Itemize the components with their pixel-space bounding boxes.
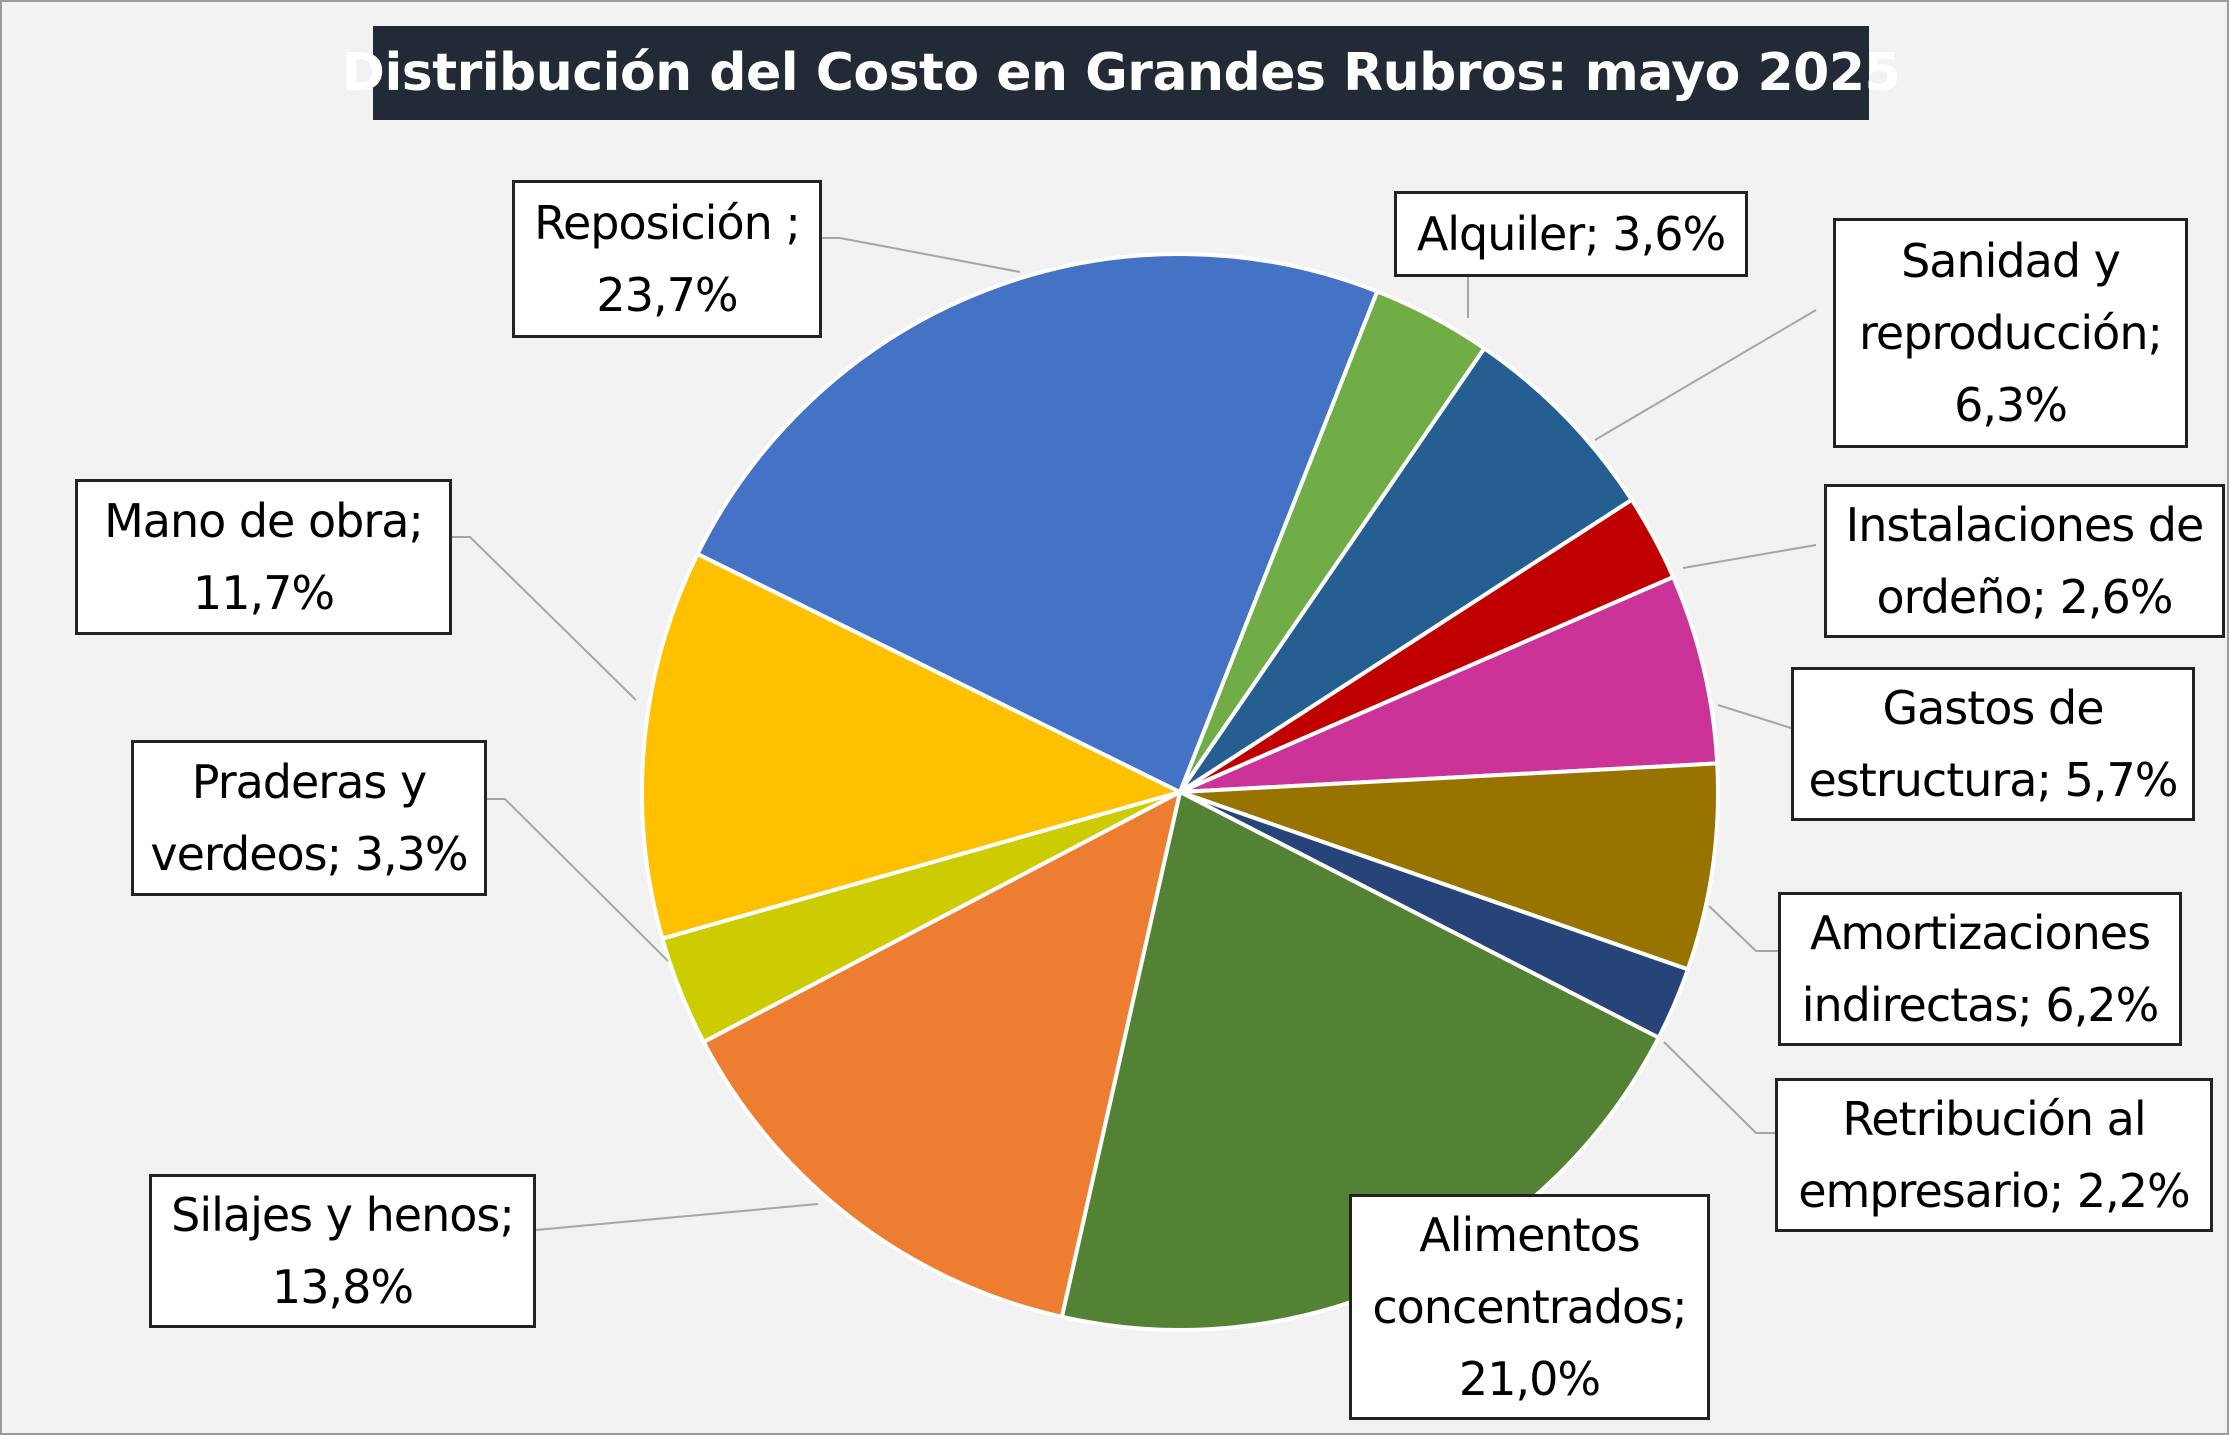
pie-slice-silajes bbox=[701, 790, 1182, 1319]
data-label-mano: Mano de obra; 11,7% bbox=[75, 479, 452, 635]
data-label-gastos: Gastos de estructura; 5,7% bbox=[1791, 667, 2195, 821]
data-label-silajes: Silajes y henos; 13,8% bbox=[149, 1174, 536, 1328]
leader-line-silajes bbox=[535, 1203, 819, 1231]
data-label-reposicion: Reposición ; 23,7% bbox=[512, 180, 822, 338]
pie-slice-amortizaciones bbox=[1178, 761, 1720, 972]
data-label-text: Praderas y verdeos; 3,3% bbox=[150, 755, 468, 881]
pie-slice-reposicion bbox=[695, 252, 1380, 794]
data-label-text: Mano de obra; 11,7% bbox=[104, 494, 424, 620]
data-label-text: Alquiler; 3,6% bbox=[1416, 207, 1726, 261]
leader-line-retribucion bbox=[1663, 1041, 1775, 1134]
pie-slice-gastos bbox=[1178, 575, 1720, 794]
data-label-text: Gastos de estructura; 5,7% bbox=[1808, 681, 2179, 807]
pie-slice-sanidad bbox=[1178, 346, 1634, 794]
data-label-text: Alimentos concentrados; 21,0% bbox=[1372, 1208, 1687, 1406]
data-label-text: Retribución al empresario; 2,2% bbox=[1798, 1092, 2191, 1218]
data-label-text: Sanidad y reproducción; 6,3% bbox=[1859, 234, 2163, 432]
leader-line-mano bbox=[452, 536, 637, 701]
data-label-instalaciones: Instalaciones de ordeño; 2,6% bbox=[1824, 484, 2225, 638]
data-label-retribucion: Retribución al empresario; 2,2% bbox=[1775, 1078, 2213, 1232]
chart-title: Distribución del Costo en Grandes Rubros… bbox=[342, 26, 1901, 120]
pie-slice-mano bbox=[640, 551, 1182, 941]
leader-line-reposicion bbox=[822, 237, 1021, 273]
leader-line-gastos bbox=[1717, 704, 1792, 729]
data-label-text: Reposición ; 23,7% bbox=[534, 196, 801, 322]
leader-line-sanidad bbox=[1594, 309, 1817, 441]
data-label-alimentos: Alimentos concentrados; 21,0% bbox=[1349, 1194, 1710, 1420]
data-label-alquiler: Alquiler; 3,6% bbox=[1394, 191, 1748, 277]
data-label-amortizaciones: Amortizaciones indirectas; 6,2% bbox=[1778, 892, 2182, 1046]
leader-line-amortizaciones bbox=[1708, 905, 1778, 952]
data-label-praderas: Praderas y verdeos; 3,3% bbox=[131, 740, 487, 896]
data-label-text: Silajes y henos; 13,8% bbox=[171, 1188, 515, 1314]
leader-line-praderas bbox=[487, 798, 669, 962]
data-label-sanidad: Sanidad y reproducción; 6,3% bbox=[1833, 218, 2188, 448]
data-label-text: Amortizaciones indirectas; 6,2% bbox=[1801, 906, 2160, 1032]
leader-line-instalaciones bbox=[1682, 544, 1817, 569]
data-label-text: Instalaciones de ordeño; 2,6% bbox=[1845, 498, 2205, 624]
